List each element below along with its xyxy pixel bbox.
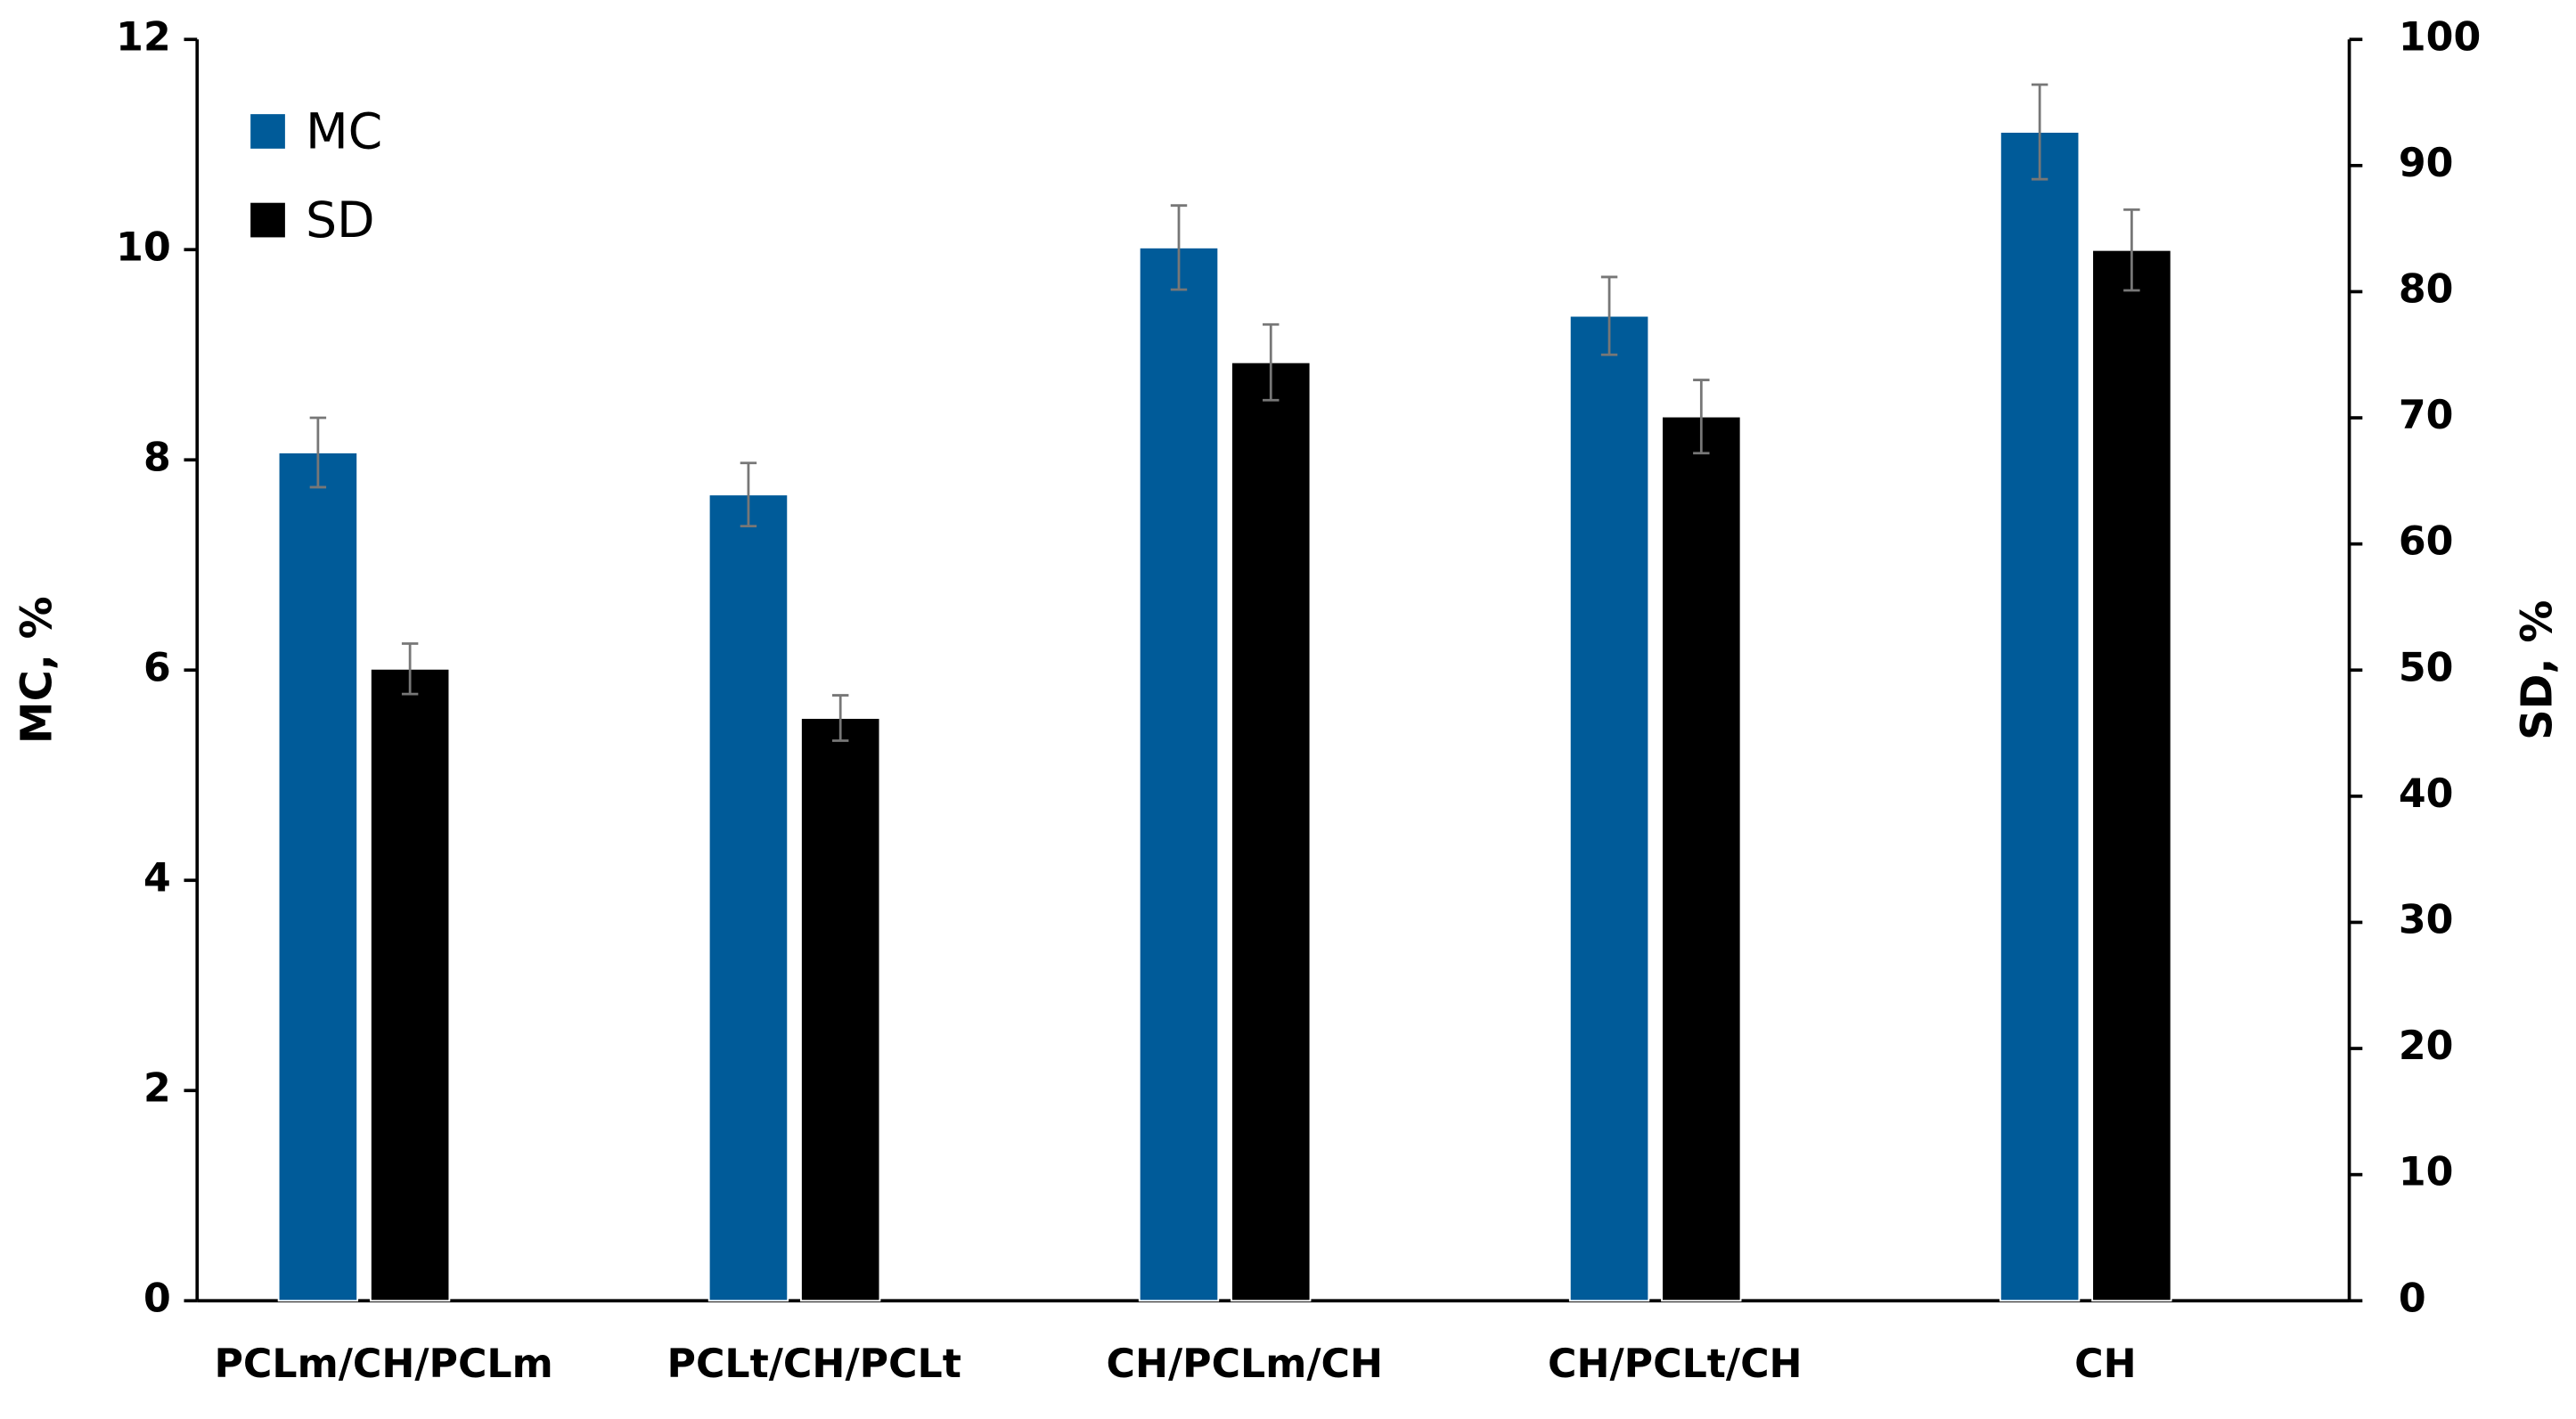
x-tick-label: PCLm/CH/PCLm <box>214 1342 552 1387</box>
y-axis-label: MC, % <box>12 596 61 744</box>
bar <box>1568 314 1650 1302</box>
y2-tick-label: 50 <box>2399 645 2454 690</box>
error-bar <box>1600 275 1618 356</box>
y-tick-label: 6 <box>143 645 171 690</box>
y-tick-label: 4 <box>143 855 171 901</box>
y2-tick-label: 90 <box>2399 141 2454 186</box>
y2-tick-label: 100 <box>2399 14 2481 60</box>
bar <box>800 717 881 1302</box>
error-bar <box>309 416 327 489</box>
bar <box>369 667 451 1302</box>
y-tick-label: 8 <box>143 435 171 480</box>
y2-axis-label: SD, % <box>2513 600 2562 740</box>
error-bar <box>2031 83 2049 181</box>
x-tick-label: CH/PCLt/CH <box>1548 1342 1803 1387</box>
y2-tick-label: 20 <box>2399 1023 2454 1069</box>
bar <box>1661 415 1742 1302</box>
y2-tick-label: 40 <box>2399 771 2454 817</box>
legend-swatch <box>249 200 287 240</box>
y-tick-label: 12 <box>116 14 171 60</box>
y-tick-label: 10 <box>116 224 171 270</box>
y2-tick-label: 0 <box>2399 1276 2426 1321</box>
error-bar <box>1693 379 1710 455</box>
legend-label: SD <box>306 192 375 249</box>
y2-tick-label: 30 <box>2399 897 2454 942</box>
error-bar <box>401 642 419 696</box>
y-tick-label: 0 <box>143 1276 171 1321</box>
error-bar <box>1263 322 1280 402</box>
bar <box>1999 131 2081 1302</box>
x-tick-label: CH <box>2074 1342 2137 1387</box>
legend-label: MC <box>306 103 382 160</box>
legend-swatch <box>249 112 287 151</box>
error-bar <box>2123 208 2140 292</box>
y2-tick-label: 80 <box>2399 266 2454 312</box>
y2-tick-label: 70 <box>2399 393 2454 438</box>
error-bar <box>1170 204 1188 291</box>
bar <box>707 493 789 1302</box>
bar <box>1138 246 1220 1302</box>
error-bar <box>740 461 757 527</box>
y2-tick-label: 10 <box>2399 1150 2454 1195</box>
y2-tick-label: 60 <box>2399 519 2454 565</box>
bar <box>1231 361 1312 1302</box>
x-tick-label: CH/PCLm/CH <box>1106 1342 1383 1387</box>
error-bar <box>831 694 849 742</box>
bar <box>277 452 359 1302</box>
x-tick-label: PCLt/CH/PCLt <box>667 1342 961 1387</box>
bar <box>2091 249 2172 1302</box>
y-tick-label: 2 <box>143 1065 171 1111</box>
